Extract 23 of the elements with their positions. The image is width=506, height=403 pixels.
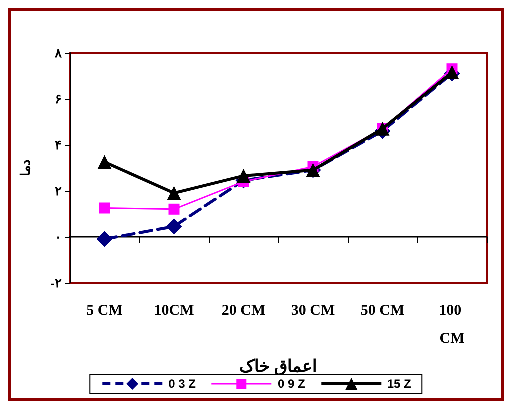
- point: [99, 202, 110, 214]
- x-tick-label: 20 CM: [222, 303, 266, 319]
- y-tick-label: ۲: [55, 184, 62, 198]
- point: [236, 169, 251, 184]
- point: [98, 155, 112, 170]
- x-tick-label: 5 CM: [86, 303, 123, 319]
- point: [166, 218, 182, 235]
- x-tick-label: 10CM: [154, 303, 194, 319]
- y-tick-label: ۰: [55, 230, 62, 244]
- legend-label: 0 9 Z: [278, 377, 306, 391]
- y-tick-label: ۴: [55, 138, 62, 152]
- x-tick-label: 50 CM: [360, 303, 405, 319]
- y-tick-label: ۶: [55, 92, 62, 106]
- point: [168, 204, 180, 215]
- y-axis-title: دما: [18, 160, 33, 176]
- y-tick-label: -۲: [50, 276, 62, 290]
- x-tick-label: 100 CM: [439, 303, 466, 347]
- point: [167, 186, 182, 200]
- x-tick-label: 30 CM: [291, 303, 336, 319]
- legend-label: 15 Z: [387, 377, 412, 391]
- y-tick-label: ۸: [54, 46, 63, 60]
- point: [96, 231, 113, 248]
- legend-label: 0 3 Z: [168, 377, 196, 391]
